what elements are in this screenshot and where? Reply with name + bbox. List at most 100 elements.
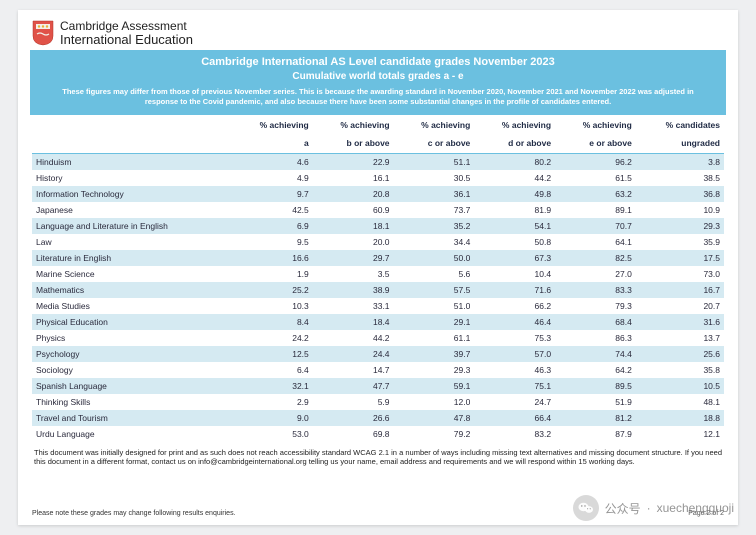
table-row: Physical Education8.418.429.146.468.431.… <box>32 314 724 330</box>
cell-u: 10.5 <box>636 378 724 394</box>
cell-a: 6.4 <box>232 362 313 378</box>
table-row: Spanish Language32.147.759.175.189.510.5 <box>32 378 724 394</box>
cell-b: 3.5 <box>313 266 394 282</box>
cell-e: 61.5 <box>555 170 636 186</box>
brand-line-1: Cambridge Assessment <box>60 20 193 33</box>
cell-c: 59.1 <box>394 378 475 394</box>
cell-e: 63.2 <box>555 186 636 202</box>
table-row: Japanese42.560.973.781.989.110.9 <box>32 202 724 218</box>
cell-c: 5.6 <box>394 266 475 282</box>
cell-c: 51.1 <box>394 153 475 170</box>
cell-e: 87.9 <box>555 426 636 442</box>
cell-c: 36.1 <box>394 186 475 202</box>
cell-a: 32.1 <box>232 378 313 394</box>
document-page: Cambridge Assessment International Educa… <box>18 10 738 525</box>
cell-c: 61.1 <box>394 330 475 346</box>
cell-a: 53.0 <box>232 426 313 442</box>
shield-icon <box>32 20 54 46</box>
cell-c: 35.2 <box>394 218 475 234</box>
cell-e: 82.5 <box>555 250 636 266</box>
cell-u: 48.1 <box>636 394 724 410</box>
cell-c: 79.2 <box>394 426 475 442</box>
cell-u: 18.8 <box>636 410 724 426</box>
cell-d: 75.1 <box>474 378 555 394</box>
cell-u: 12.1 <box>636 426 724 442</box>
cell-a: 8.4 <box>232 314 313 330</box>
cell-u: 3.8 <box>636 153 724 170</box>
cell-a: 25.2 <box>232 282 313 298</box>
cell-c: 30.5 <box>394 170 475 186</box>
col-subject <box>32 117 232 135</box>
cell-subject: Hinduism <box>32 153 232 170</box>
header-banner: Cambridge International AS Level candida… <box>30 50 726 115</box>
cell-e: 89.1 <box>555 202 636 218</box>
table-row: Media Studies10.333.151.066.279.320.7 <box>32 298 724 314</box>
cell-c: 51.0 <box>394 298 475 314</box>
cell-u: 73.0 <box>636 266 724 282</box>
cell-c: 12.0 <box>394 394 475 410</box>
cell-subject: Mathematics <box>32 282 232 298</box>
cell-d: 10.4 <box>474 266 555 282</box>
cell-d: 24.7 <box>474 394 555 410</box>
cell-a: 6.9 <box>232 218 313 234</box>
cell-c: 39.7 <box>394 346 475 362</box>
cell-b: 18.4 <box>313 314 394 330</box>
brand-line-2: International Education <box>60 33 193 47</box>
accessibility-footnote: This document was initially designed for… <box>32 448 724 467</box>
cell-e: 79.3 <box>555 298 636 314</box>
cell-c: 34.4 <box>394 234 475 250</box>
col-b-2: b or above <box>313 135 394 154</box>
col-u-2: ungraded <box>636 135 724 154</box>
table-header: % achieving % achieving % achieving % ac… <box>32 117 724 154</box>
cell-a: 1.9 <box>232 266 313 282</box>
cell-b: 18.1 <box>313 218 394 234</box>
cell-b: 20.8 <box>313 186 394 202</box>
cell-e: 70.7 <box>555 218 636 234</box>
cell-c: 50.0 <box>394 250 475 266</box>
cell-u: 17.5 <box>636 250 724 266</box>
col-d: % achieving <box>474 117 555 135</box>
cell-b: 16.1 <box>313 170 394 186</box>
cell-subject: Media Studies <box>32 298 232 314</box>
cell-subject: Sociology <box>32 362 232 378</box>
cell-subject: Thinking Skills <box>32 394 232 410</box>
col-a-2: a <box>232 135 313 154</box>
cell-d: 66.4 <box>474 410 555 426</box>
table-row: Travel and Tourism9.026.647.866.481.218.… <box>32 410 724 426</box>
col-u: % candidates <box>636 117 724 135</box>
col-b: % achieving <box>313 117 394 135</box>
cell-d: 80.2 <box>474 153 555 170</box>
cell-u: 13.7 <box>636 330 724 346</box>
cell-c: 29.3 <box>394 362 475 378</box>
cell-b: 22.9 <box>313 153 394 170</box>
cell-subject: Travel and Tourism <box>32 410 232 426</box>
table-row: Mathematics25.238.957.571.683.316.7 <box>32 282 724 298</box>
col-a: % achieving <box>232 117 313 135</box>
cell-a: 10.3 <box>232 298 313 314</box>
cell-u: 10.9 <box>636 202 724 218</box>
cell-e: 83.3 <box>555 282 636 298</box>
cell-subject: Japanese <box>32 202 232 218</box>
cell-b: 24.4 <box>313 346 394 362</box>
cell-b: 47.7 <box>313 378 394 394</box>
cell-subject: Urdu Language <box>32 426 232 442</box>
cell-e: 68.4 <box>555 314 636 330</box>
brand-lockup: Cambridge Assessment International Educa… <box>32 20 724 46</box>
cell-d: 67.3 <box>474 250 555 266</box>
cell-subject: Language and Literature in English <box>32 218 232 234</box>
banner-title: Cambridge International AS Level candida… <box>40 56 716 68</box>
cell-subject: Physics <box>32 330 232 346</box>
cell-d: 81.9 <box>474 202 555 218</box>
table-row: Urdu Language53.069.879.283.287.912.1 <box>32 426 724 442</box>
cell-d: 46.4 <box>474 314 555 330</box>
table-row: Sociology6.414.729.346.364.235.8 <box>32 362 724 378</box>
cell-e: 51.9 <box>555 394 636 410</box>
col-c: % achieving <box>394 117 475 135</box>
cell-d: 54.1 <box>474 218 555 234</box>
cell-u: 35.9 <box>636 234 724 250</box>
brand-text: Cambridge Assessment International Educa… <box>60 20 193 46</box>
table-body: Hinduism4.622.951.180.296.23.8History4.9… <box>32 153 724 442</box>
cell-u: 20.7 <box>636 298 724 314</box>
cell-b: 44.2 <box>313 330 394 346</box>
cell-c: 47.8 <box>394 410 475 426</box>
